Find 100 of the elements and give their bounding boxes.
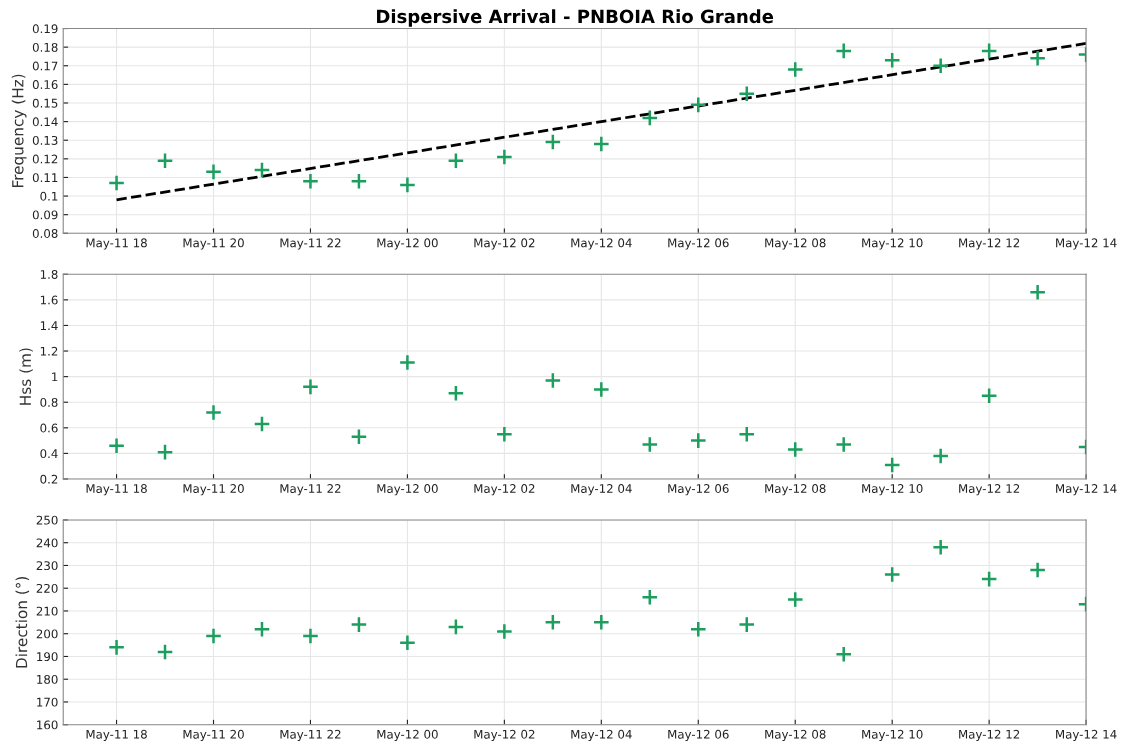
x-tick-label: May-12 02 [474,729,535,741]
point [738,425,756,443]
x-tick-label: May-11 22 [280,484,341,496]
point [1029,561,1047,579]
y-tick-label: 230 [36,561,58,571]
x-tick-label: May-12 10 [862,484,923,496]
point [544,613,562,631]
x-tick-label: May-12 06 [668,729,729,741]
y-tick-label: 0.1 [40,191,58,201]
point [350,172,368,190]
y-tick-label: 0.19 [32,24,58,34]
chart-title: Dispersive Arrival - PNBOIA Rio Grande [377,9,774,27]
x-tick-label: May-12 12 [959,729,1020,741]
point [1029,283,1047,301]
point [738,616,756,634]
x-tick-label: May-12 06 [668,238,729,250]
point [495,622,513,640]
y-tick-label: 1.2 [40,346,58,356]
point [495,425,513,443]
point [835,42,853,60]
point [883,456,901,474]
point [689,620,707,638]
y-tick-label: 160 [37,720,58,730]
x-tick-label: May-11 20 [183,729,244,741]
y-axis-title: Frequency (Hz) [11,74,27,188]
x-tick-label: May-12 08 [765,484,826,496]
point [156,152,174,170]
point [156,443,174,461]
x-tick-label: May-11 20 [183,484,244,496]
x-tick-label: May-11 18 [86,238,147,250]
y-tick-label: 0.18 [32,42,58,52]
point [786,591,804,609]
point [980,42,998,60]
point [108,638,126,656]
y-tick-label: 220 [36,583,58,593]
y-tick-label: 0.15 [32,98,58,108]
point [544,371,562,389]
x-tick-label: May-12 00 [377,484,438,496]
point [883,51,901,69]
point [835,645,853,663]
x-tick-label: May-12 04 [571,484,632,496]
x-tick-label: May-12 12 [959,484,1020,496]
y-tick-label: 1.4 [40,321,58,330]
point [641,588,659,606]
y-tick-label: 0.8 [40,397,58,407]
y-tick-label: 0.08 [32,229,58,238]
point [447,384,465,402]
point [738,85,756,103]
y-tick-label: 210 [36,606,58,616]
point [495,148,513,166]
point [447,618,465,636]
y-tick-label: 180 [37,674,58,684]
y-axis-title: Hss (m) [19,348,33,405]
x-tick-label: May-12 14 [1056,484,1117,496]
x-tick-label: May-12 10 [862,238,923,250]
point [301,627,319,645]
y-tick-label: 1.6 [40,295,58,305]
point [641,435,659,453]
point [592,380,610,398]
point [108,174,126,192]
y-tick-label: 0.17 [32,61,58,71]
point [301,172,319,190]
point [398,634,416,652]
x-tick-label: May-12 14 [1056,729,1117,741]
point [932,447,950,465]
x-tick-label: May-11 22 [280,238,341,250]
point [108,437,126,455]
y-tick-label: 170 [37,697,58,707]
point [592,135,610,153]
point [301,378,319,396]
x-tick-label: May-12 02 [474,484,535,496]
x-tick-label: May-12 08 [765,238,826,250]
x-tick-label: May-12 10 [862,729,923,741]
x-tick-label: May-12 04 [571,238,632,250]
point [447,152,465,170]
x-tick-label: May-12 04 [571,729,632,741]
x-tick-label: May-11 22 [280,729,341,741]
y-axis-title: Direction (°) [15,576,30,668]
point [592,613,610,631]
y-tick-label: 1 [52,372,58,382]
y-tick-label: 240 [36,538,58,548]
y-tick-label: 1.8 [40,269,58,279]
point [786,60,804,79]
point [204,403,223,421]
y-tick-label: 0.14 [32,117,58,127]
point [253,620,271,638]
y-tick-label: 0.16 [32,80,58,90]
x-tick-label: May-12 00 [377,729,438,741]
point [980,570,998,588]
x-tick-label: May-12 02 [474,238,535,250]
point [835,435,853,453]
point [1029,49,1047,67]
point [204,163,223,181]
point [932,538,950,556]
point [253,161,271,179]
x-tick-label: May-12 12 [959,238,1020,250]
point [980,387,998,405]
y-tick-label: 0.2 [40,474,58,484]
y-tick-label: 0.12 [32,154,58,164]
point [932,57,950,75]
